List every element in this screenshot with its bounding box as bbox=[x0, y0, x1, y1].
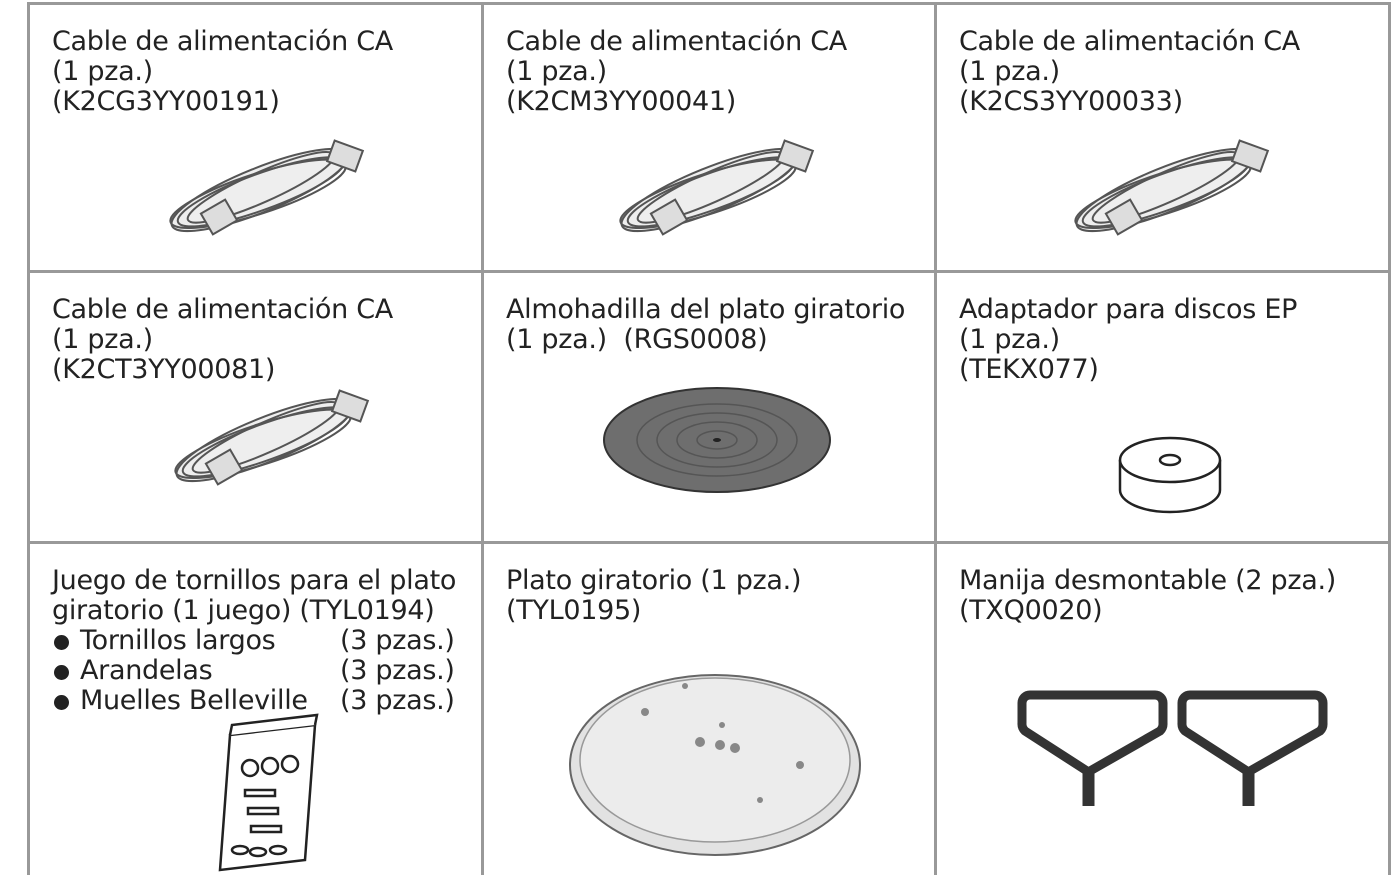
power-cable bbox=[612, 133, 814, 247]
screw-pack bbox=[218, 713, 319, 872]
handles bbox=[1017, 690, 1328, 806]
ep-adapter bbox=[1118, 436, 1222, 514]
cell-text: (TEKX077) bbox=[959, 354, 1099, 385]
cell-text: (TXQ0020) bbox=[959, 595, 1103, 626]
cell-text: Cable de alimentación CA bbox=[52, 294, 393, 325]
cell-text: Plato giratorio (1 pza.) bbox=[506, 565, 802, 596]
power-cable bbox=[167, 383, 369, 497]
cell-text: (TYL0195) bbox=[506, 595, 642, 626]
cell-text: Almohadilla del plato giratorio bbox=[506, 294, 906, 325]
cell-text: (1 pza.) (RGS0008) bbox=[506, 324, 768, 355]
item-qty: (3 pzas.) bbox=[340, 685, 455, 716]
item-name: Arandelas bbox=[80, 655, 213, 686]
border bbox=[27, 2, 1391, 5]
cell-text: (1 pza.) bbox=[959, 324, 1060, 355]
cell-text: Juego de tornillos para el plato bbox=[52, 565, 457, 596]
cell-text: (1 pza.) bbox=[52, 56, 153, 87]
cell-text: (K2CS3YY00033) bbox=[959, 86, 1183, 117]
cell-text: (K2CT3YY00081) bbox=[52, 354, 276, 385]
border bbox=[934, 2, 937, 875]
cell-text: (1 pza.) bbox=[52, 324, 153, 355]
bullet bbox=[54, 635, 69, 650]
border bbox=[27, 2, 30, 875]
cell-text: (K2CM3YY00041) bbox=[506, 86, 736, 117]
platter bbox=[569, 674, 861, 856]
item-name: Tornillos largos bbox=[80, 625, 276, 656]
border bbox=[27, 270, 1391, 273]
border bbox=[481, 2, 484, 875]
power-cable bbox=[1067, 133, 1269, 247]
cell-text: (1 pza.) bbox=[506, 56, 607, 87]
cell-text: (1 pza.) bbox=[959, 56, 1060, 87]
power-cable bbox=[162, 133, 364, 247]
cell-text: Cable de alimentación CA bbox=[506, 26, 847, 57]
border bbox=[27, 541, 1391, 544]
cell-text: Manija desmontable (2 pza.) bbox=[959, 565, 1336, 596]
item-qty: (3 pzas.) bbox=[340, 655, 455, 686]
item-name: Muelles Belleville bbox=[80, 685, 308, 716]
border bbox=[1388, 2, 1391, 875]
cell-text: giratorio (1 juego) (TYL0194) bbox=[52, 595, 435, 626]
cell-text: Cable de alimentación CA bbox=[52, 26, 393, 57]
bullet bbox=[54, 665, 69, 680]
cell-text: Cable de alimentación CA bbox=[959, 26, 1300, 57]
turntable-mat bbox=[603, 387, 831, 493]
bullet bbox=[54, 695, 69, 710]
cell-text: (K2CG3YY00191) bbox=[52, 86, 280, 117]
cell-text: Adaptador para discos EP bbox=[959, 294, 1298, 325]
item-qty: (3 pzas.) bbox=[340, 625, 455, 656]
